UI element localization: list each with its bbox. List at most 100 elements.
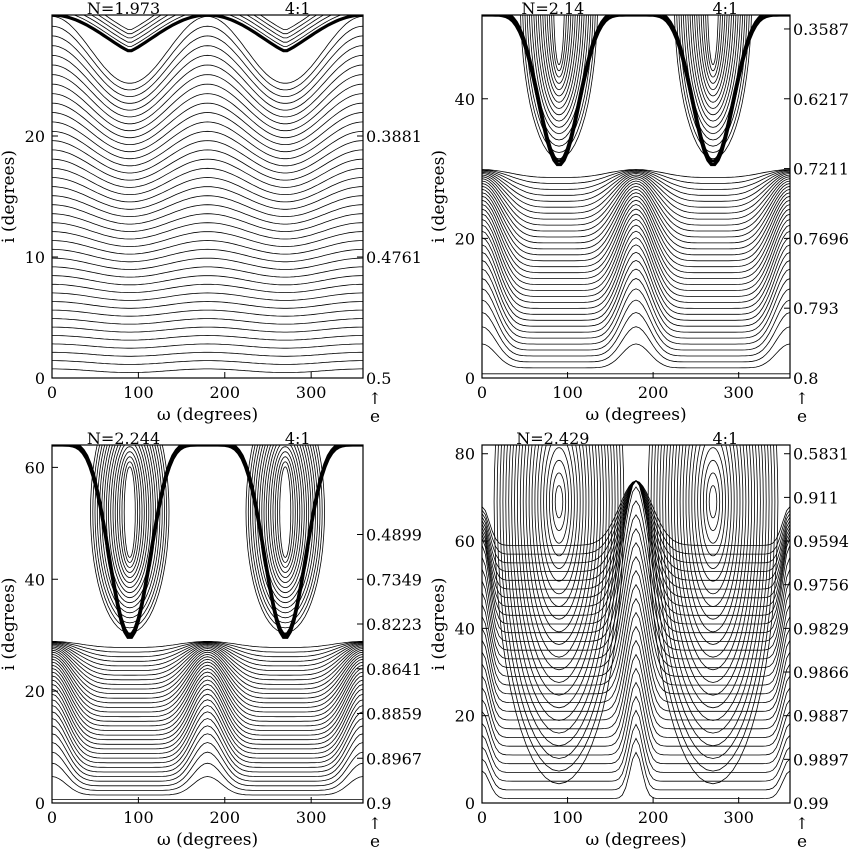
contour-loop (676, 15, 750, 153)
e-tick-label: 0.9594 (793, 532, 849, 551)
contour-line (82, 15, 333, 43)
contour-loop (528, 445, 590, 633)
e-tick-label: 0.7696 (793, 229, 849, 248)
contour-line (52, 699, 363, 754)
contour-line (52, 213, 363, 232)
contour-line (52, 275, 363, 286)
y-tick-label: 0 (465, 369, 475, 388)
contour-loop (537, 15, 581, 109)
contour-line (482, 611, 790, 712)
contour-line (482, 192, 790, 256)
contour-line (482, 751, 790, 799)
x-tick-label: 200 (210, 383, 241, 402)
x-tick-label: 0 (477, 808, 487, 827)
contour-line (52, 222, 363, 240)
contour-line (52, 351, 363, 357)
contour-line (482, 251, 790, 321)
contour-line (52, 671, 363, 727)
e-axis-arrow: ↑ (368, 389, 381, 408)
contour-line (52, 248, 363, 263)
contour-loop (493, 445, 625, 785)
contour-loop (265, 445, 305, 589)
separatrix (52, 15, 363, 53)
contour-line (52, 266, 363, 278)
contour-line (482, 204, 790, 274)
contour-line (52, 656, 363, 704)
contour-line (52, 360, 363, 365)
contour-line (52, 705, 363, 759)
contour-line (52, 195, 363, 217)
e-axis-arrow: ↑ (368, 814, 381, 833)
contour-loop (514, 445, 604, 696)
e-tick-label: 0.9829 (793, 619, 849, 638)
e-tick-label: 0.9887 (793, 707, 849, 726)
resonance-label: 4:1 (712, 429, 738, 448)
e-tick-label: 0.5831 (793, 445, 849, 464)
contour-line (482, 597, 790, 703)
y-tick-label: 20 (25, 127, 45, 146)
contour-line (52, 140, 363, 174)
contour-loop (546, 447, 572, 557)
contour-loop (499, 445, 619, 759)
contour-line (52, 649, 363, 690)
y-axis-label: i (degrees) (0, 578, 19, 671)
contour-loop (254, 445, 316, 614)
x-tick-label: 0 (47, 808, 57, 827)
contour-loop (108, 445, 152, 594)
contour-set (482, 445, 790, 799)
e-tick-label: 0.8967 (366, 749, 422, 768)
contour-line (482, 170, 790, 196)
contour-line (482, 480, 790, 572)
contour-line (52, 751, 363, 787)
e-tick-label: 0.7211 (793, 160, 849, 179)
contour-line (52, 646, 363, 681)
contour-loop (531, 445, 587, 620)
contour-loop (705, 472, 721, 532)
contour-loop (679, 445, 747, 645)
y-tick-label: 40 (455, 619, 475, 638)
contour-line (482, 639, 790, 730)
contour-line (52, 112, 363, 153)
contour-loop (522, 15, 596, 153)
contour-loop (502, 445, 616, 747)
contour-loop (668, 445, 758, 696)
contour-loop (270, 446, 301, 579)
panel-1: 0 100 200 300 0 10 20 0.5 0.4761 0.3881 ω (degrees… (0, 0, 422, 427)
plot-frame (481, 444, 791, 804)
y-tick-label: 0 (35, 369, 45, 388)
contour-line (482, 343, 790, 369)
contour-line (482, 174, 790, 214)
contour-line (52, 93, 363, 139)
e-tick-label: 0.6217 (793, 90, 849, 109)
contour-line (52, 776, 363, 796)
y-tick-label: 60 (455, 532, 475, 551)
contour-loop (662, 445, 764, 721)
contour-line (482, 180, 790, 232)
contour-loop (250, 445, 321, 624)
contour-loop (119, 456, 141, 568)
contour-line (52, 693, 363, 750)
contour-loop (551, 15, 567, 72)
contour-loop (691, 445, 735, 595)
contour-loop (268, 445, 303, 584)
contour-line (482, 188, 790, 250)
contour-loop (696, 15, 730, 97)
contour-loop (105, 445, 154, 599)
contour-loop (525, 445, 593, 645)
contour-loop (519, 445, 599, 671)
e-axis-label: e (797, 407, 807, 427)
contour-loop (123, 466, 136, 558)
y-tick-label: 80 (455, 445, 475, 464)
e-tick-label: 0.3881 (366, 127, 422, 146)
contour-loop (505, 445, 613, 734)
y-tick-label: 20 (455, 229, 475, 248)
y-tick-label: 0 (465, 794, 475, 813)
y-tick-label: 40 (25, 570, 45, 589)
contour-loop (511, 445, 607, 709)
contour-loop (689, 15, 737, 116)
contour-line (52, 54, 363, 111)
contour-line (482, 542, 790, 669)
contour-line (52, 149, 363, 181)
contour-line (52, 688, 363, 745)
contour-line (482, 625, 790, 721)
